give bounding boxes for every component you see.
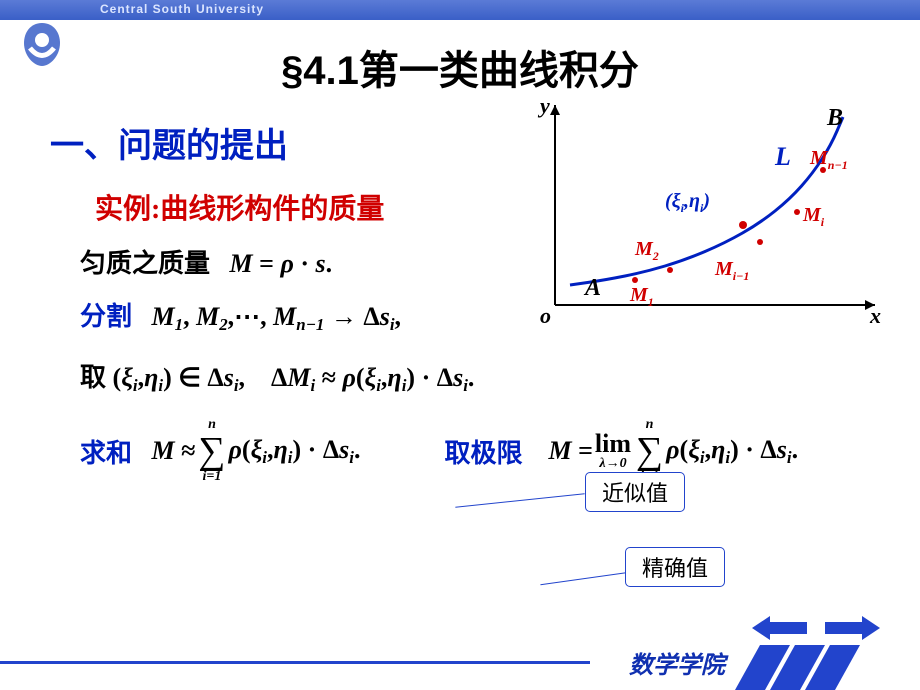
footer-dept: 数学学院 [629, 645, 725, 680]
partition-label: 分割 [80, 302, 132, 331]
sum-line: 求和 M ≈ n ∑ i=1 ρ(ξi,ηi) · Δsi. [80, 418, 360, 484]
partition-formula: M1, M2,⋯, Mn−1 → Δsi, [152, 302, 402, 331]
svg-text:Mi: Mi [802, 204, 825, 229]
callout-line-exact [540, 572, 629, 586]
pick-in: (ξi,ηi) ∈ Δsi, [113, 363, 252, 392]
svg-text:(ξi,ηi): (ξi,ηi) [665, 190, 710, 215]
header-bar: Central South University [0, 0, 920, 20]
svg-text:A: A [583, 275, 601, 301]
sum-body: ρ(ξi,ηi) · Δsi. [229, 435, 361, 468]
callout-approx: 近似值 [585, 472, 685, 512]
prev-arrow-icon[interactable] [752, 614, 807, 642]
next-arrow-icon[interactable] [825, 614, 880, 642]
limit-body: ρ(ξi,ηi) · Δsi. [666, 435, 798, 468]
sum-label: 求和 [80, 433, 132, 470]
svg-text:y: y [537, 95, 550, 118]
sum-lhs: M ≈ [152, 436, 196, 466]
callout-exact: 精确值 [625, 547, 725, 587]
svg-text:Mi−1: Mi−1 [714, 258, 749, 283]
footer-stripes-icon [735, 645, 865, 690]
sum-sigma: n ∑ i=1 [198, 418, 225, 484]
limit-lhs: M = [548, 436, 592, 466]
lim-operator: lim λ→0 [595, 431, 631, 471]
limit-label: 取极限 [444, 433, 522, 470]
pick-label: 取 [80, 363, 106, 392]
svg-text:M1: M1 [629, 284, 654, 309]
pick-dm: ΔMi ≈ ρ(ξi,ηi) · Δsi. [271, 363, 474, 392]
uniform-formula: M = ρ · s. [230, 249, 333, 278]
nav-arrows [752, 614, 880, 642]
curve-graph: x y o L A B (ξi,ηi) M1 M2 Mi−1 Mi Mn−1 [535, 95, 885, 330]
svg-text:L: L [774, 142, 791, 171]
callout-line-approx [455, 493, 584, 508]
slide-content: §4.1第一类曲线积分 一、问题的提出 实例:曲线形构件的质量 匀质之质量 M … [0, 20, 920, 660]
svg-text:o: o [540, 303, 551, 328]
slide-title: §4.1第一类曲线积分 [0, 38, 920, 96]
pick-line: 取 (ξi,ηi) ∈ Δsi, ΔMi ≈ ρ(ξi,ηi) · Δsi. [80, 357, 920, 396]
svg-text:x: x [869, 303, 881, 328]
footer-line [0, 661, 590, 664]
svg-text:B: B [826, 105, 843, 131]
university-name: Central South University [100, 2, 264, 16]
svg-text:M2: M2 [634, 238, 659, 263]
uniform-label: 匀质之质量 [80, 249, 210, 278]
footer: 数学学院 [0, 645, 920, 690]
